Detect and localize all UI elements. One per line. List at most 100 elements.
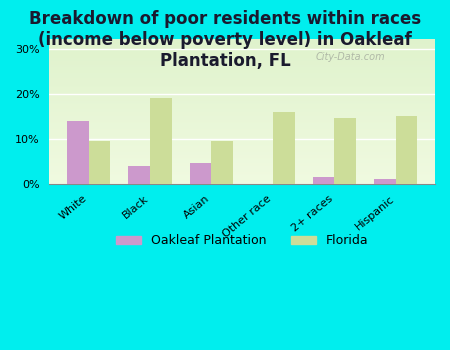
Bar: [50, 165, 435, 166]
Bar: [50, 55, 435, 57]
Bar: [190, 163, 212, 184]
Bar: [50, 107, 435, 108]
Bar: [50, 162, 435, 163]
Bar: [50, 63, 435, 64]
Bar: [50, 106, 435, 107]
Bar: [50, 54, 435, 55]
Bar: [50, 172, 435, 174]
Bar: [50, 99, 435, 100]
Text: Breakdown of poor residents within races
(income below poverty level) in Oakleaf: Breakdown of poor residents within races…: [29, 10, 421, 70]
Bar: [50, 48, 435, 50]
Bar: [50, 100, 435, 102]
Bar: [50, 169, 435, 171]
Bar: [50, 112, 435, 113]
Bar: [150, 98, 171, 184]
Bar: [50, 102, 435, 103]
Bar: [50, 129, 435, 130]
Bar: [50, 145, 435, 146]
Bar: [50, 155, 435, 156]
Bar: [50, 166, 435, 168]
Bar: [50, 171, 435, 172]
Bar: [50, 163, 435, 165]
Bar: [50, 84, 435, 86]
Bar: [89, 141, 110, 184]
Bar: [50, 104, 435, 106]
Bar: [50, 61, 435, 63]
Bar: [50, 159, 435, 161]
Bar: [50, 148, 435, 149]
Bar: [50, 122, 435, 123]
Bar: [50, 44, 435, 45]
Bar: [50, 168, 435, 169]
Bar: [50, 58, 435, 60]
Bar: [50, 143, 435, 145]
Bar: [50, 150, 435, 152]
Bar: [50, 89, 435, 90]
Bar: [50, 78, 435, 80]
Bar: [50, 139, 435, 140]
Bar: [334, 118, 356, 184]
Bar: [50, 133, 435, 135]
Bar: [50, 175, 435, 176]
Bar: [50, 116, 435, 117]
Bar: [50, 132, 435, 133]
Bar: [50, 156, 435, 158]
Bar: [50, 87, 435, 89]
Bar: [50, 130, 435, 132]
Bar: [50, 126, 435, 127]
Bar: [50, 140, 435, 142]
Bar: [50, 65, 435, 67]
Bar: [50, 117, 435, 119]
Bar: [50, 136, 435, 138]
Bar: [50, 80, 435, 81]
Bar: [50, 110, 435, 112]
Bar: [50, 70, 435, 71]
Bar: [50, 50, 435, 51]
Bar: [50, 158, 435, 159]
Bar: [50, 91, 435, 93]
Bar: [50, 51, 435, 52]
Bar: [50, 123, 435, 125]
Bar: [50, 90, 435, 91]
Bar: [50, 149, 435, 150]
Bar: [50, 94, 435, 96]
Bar: [50, 40, 435, 41]
Bar: [50, 81, 435, 83]
Bar: [50, 57, 435, 58]
Bar: [50, 119, 435, 120]
Bar: [50, 77, 435, 78]
Bar: [50, 97, 435, 99]
Bar: [50, 93, 435, 94]
Bar: [50, 114, 435, 116]
Bar: [50, 47, 435, 48]
Bar: [396, 116, 418, 184]
Bar: [50, 138, 435, 139]
Bar: [50, 64, 435, 65]
Bar: [50, 178, 435, 179]
Bar: [50, 83, 435, 84]
Bar: [50, 68, 435, 70]
Bar: [50, 127, 435, 129]
Bar: [50, 96, 435, 97]
Bar: [50, 176, 435, 178]
Bar: [50, 113, 435, 114]
Bar: [313, 177, 334, 184]
Bar: [50, 181, 435, 182]
Bar: [50, 108, 435, 110]
Bar: [50, 45, 435, 47]
Bar: [67, 120, 89, 184]
Bar: [50, 42, 435, 44]
Bar: [374, 179, 396, 184]
Bar: [50, 76, 435, 77]
Bar: [50, 174, 435, 175]
Bar: [273, 112, 294, 184]
Bar: [50, 182, 435, 184]
Bar: [50, 152, 435, 153]
Bar: [50, 67, 435, 68]
Bar: [50, 125, 435, 126]
Text: City-Data.com: City-Data.com: [315, 52, 385, 62]
Bar: [50, 41, 435, 42]
Bar: [50, 71, 435, 73]
Legend: Oakleaf Plantation, Florida: Oakleaf Plantation, Florida: [111, 229, 374, 252]
Bar: [50, 146, 435, 148]
